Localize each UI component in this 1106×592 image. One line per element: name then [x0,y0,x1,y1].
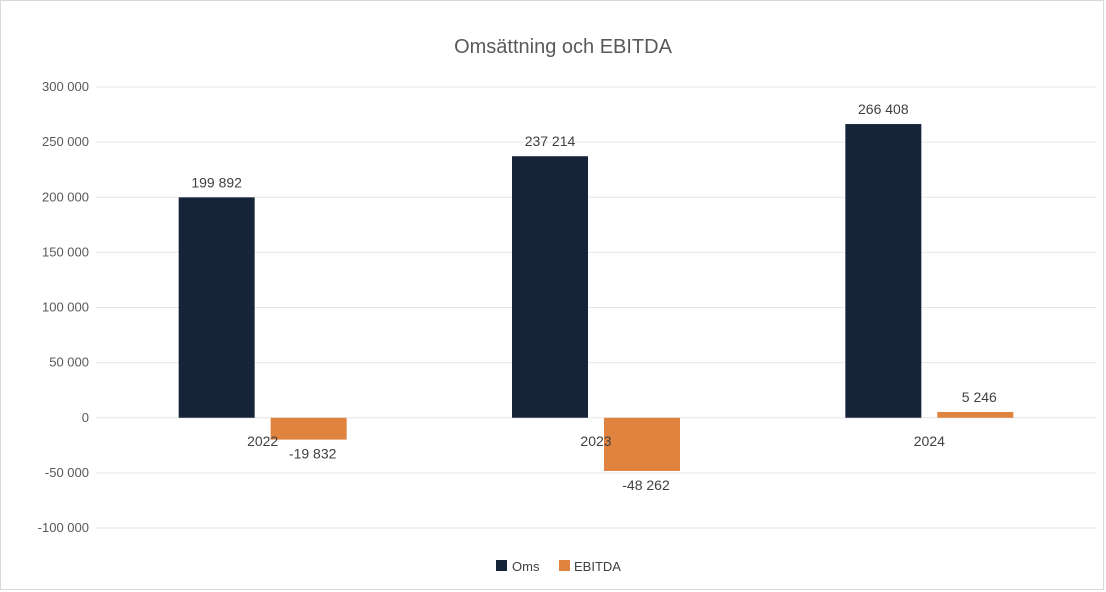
y-tick-label: 250 000 [42,134,89,149]
bar-oms-2022 [178,197,255,418]
y-tick-label: -50 000 [45,465,89,480]
bars [178,124,1014,471]
data-label-ebitda-2024: 5 246 [962,389,997,405]
data-label-ebitda-2022: -19 832 [289,446,337,462]
y-tick-label: 0 [82,410,89,425]
y-tick-label: 150 000 [42,244,89,259]
bar-oms-2023 [512,156,588,418]
data-label-oms-2023: 237 214 [525,133,576,149]
x-category-label: 2023 [580,433,611,449]
legend-swatch-oms [496,560,507,571]
y-tick-label: 200 000 [42,189,89,204]
bar-ebitda-2022 [270,417,347,440]
gridlines [96,86,1096,529]
data-labels: 199 892 -19 832 237 214 -48 262 266 408 5 246 [191,101,997,493]
legend-swatch-ebitda [559,560,570,571]
y-tick-label: -100 000 [38,520,89,535]
x-category-label: 2024 [914,433,945,449]
x-axis-categories: 2022 2023 2024 [247,433,945,449]
chart-title: Omsättning och EBITDA [454,36,673,58]
legend-label-oms: Oms [512,559,540,574]
legend-label-ebitda: EBITDA [574,559,621,574]
legend: Oms EBITDA [496,559,621,574]
data-label-ebitda-2023: -48 262 [622,477,670,493]
bar-oms-2024 [845,124,922,418]
data-label-oms-2024: 266 408 [858,101,909,117]
bar-ebitda-2023 [604,417,680,471]
y-tick-label: 100 000 [42,300,89,315]
bar-ebitda-2024 [937,411,1014,418]
data-label-oms-2022: 199 892 [191,174,242,190]
y-tick-label: 300 000 [42,79,89,94]
y-axis-ticks: 300 000 250 000 200 000 150 000 100 000 50 00… [38,79,89,535]
x-category-label: 2022 [247,433,278,449]
y-tick-label: 50 000 [49,355,89,370]
